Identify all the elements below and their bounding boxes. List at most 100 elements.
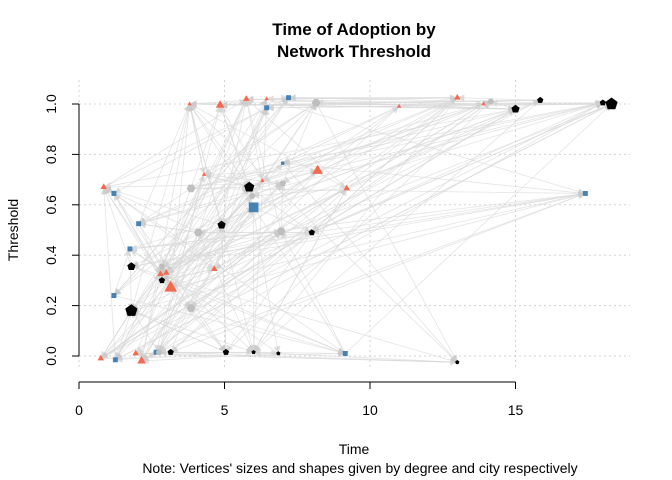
vertex-point (308, 229, 315, 236)
chart-title-line-2: Network Threshold (277, 42, 431, 61)
edge-line (282, 102, 317, 184)
vertex-point (537, 96, 544, 103)
edge-arrowhead (214, 262, 223, 270)
edge-line (262, 97, 458, 182)
edge-line (155, 174, 205, 353)
vertex-point (605, 97, 618, 110)
y-tick-label: 1.0 (43, 94, 59, 114)
edge-line (249, 186, 313, 233)
edge-line (113, 102, 317, 296)
edge-line (138, 223, 227, 353)
vertex-point (217, 220, 226, 229)
vertex-point (155, 349, 163, 356)
edge-line (253, 107, 268, 353)
vertex-point (260, 178, 265, 183)
edge-line (311, 102, 603, 233)
edge-line (130, 103, 190, 311)
chart-title-line-1: Time of Adoption by (272, 20, 436, 39)
edge-line (135, 106, 400, 354)
edge-line (114, 310, 132, 360)
edge-line (189, 103, 347, 189)
edge-line (197, 98, 247, 233)
edge-line (138, 103, 190, 224)
vertex-point (248, 193, 256, 199)
edge-line (141, 102, 603, 362)
vertex-point (455, 360, 460, 365)
vertex-point (279, 180, 286, 187)
edge-arrowhead (252, 191, 260, 199)
data-points (97, 93, 618, 365)
network-edges (100, 94, 612, 366)
vertex-point (211, 265, 218, 271)
edge-line (317, 101, 491, 172)
edge-line (166, 170, 318, 274)
edge-line (131, 97, 289, 311)
edge-arrowhead (100, 187, 108, 195)
edge-arrowhead (282, 157, 291, 164)
vertex-point (186, 304, 196, 312)
vertex-point (100, 183, 108, 190)
vertex-point (264, 96, 269, 101)
edge-line (344, 103, 612, 354)
edge-line (131, 310, 254, 353)
edge-arrowhead (262, 174, 271, 182)
vertex-point (396, 103, 402, 108)
edge-line (113, 193, 215, 270)
edge-line (253, 206, 312, 233)
edge-arrowhead (391, 106, 400, 114)
vertex-point (127, 246, 133, 252)
edge-line (115, 351, 226, 361)
x-tick-label: 5 (221, 402, 229, 418)
vertex-point (342, 351, 348, 356)
edge-line (311, 97, 458, 233)
vertex-point (186, 184, 196, 193)
edge-line (135, 353, 458, 363)
edge-line (131, 310, 160, 353)
edge-line (189, 103, 205, 175)
edge-arrowhead (189, 100, 197, 108)
edge-arrowhead (206, 262, 215, 270)
edge-line (161, 195, 253, 281)
edge-line (161, 230, 282, 267)
vertex-point (125, 304, 138, 316)
edge-line (138, 170, 318, 225)
grid-lines (78, 80, 630, 370)
edge-line (170, 106, 400, 289)
vertex-point (487, 98, 495, 105)
vertex-point (599, 99, 606, 106)
edge-line (249, 102, 603, 188)
vertex-point (511, 104, 520, 113)
edge-line (103, 186, 199, 233)
edge-line (220, 99, 541, 106)
edge-line (161, 206, 254, 267)
edge-arrowhead (204, 167, 212, 175)
vertex-point (132, 349, 140, 356)
edge-line (141, 186, 250, 362)
edge-line (131, 206, 254, 267)
edge-line (131, 193, 586, 267)
edge-arrowhead (338, 182, 347, 189)
edge-line (190, 307, 227, 353)
vertex-point (97, 354, 105, 361)
edge-line (161, 174, 205, 281)
axes: 0 5 10 15 0.0 0.2 0.4 0.6 0.8 1.0 (43, 94, 523, 418)
edge-line (103, 108, 516, 188)
edge-line (138, 106, 400, 225)
edge-line (190, 307, 346, 354)
edge-line (131, 193, 586, 312)
y-tick-label: 0.0 (43, 346, 59, 366)
edge-line (189, 103, 222, 226)
edge-arrowhead (288, 94, 296, 102)
edge-line (155, 193, 586, 353)
edge-line (103, 186, 163, 281)
edge-line (253, 351, 458, 363)
edge-line (457, 97, 541, 101)
edge-line (103, 186, 222, 226)
edge-line (160, 273, 346, 354)
edge-line (203, 102, 317, 175)
edge-line (253, 188, 348, 353)
edge-arrowhead (189, 104, 197, 112)
vertex-point (201, 171, 207, 176)
edge-line (197, 107, 268, 233)
edge-line (141, 353, 279, 362)
